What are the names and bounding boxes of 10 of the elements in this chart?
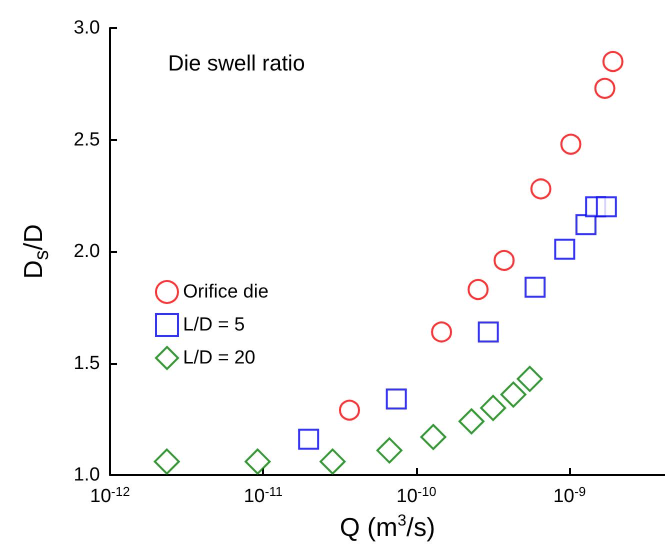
y-tick-label: 2.5 (74, 129, 100, 150)
y-axis-title: Ds/D (18, 224, 53, 279)
legend-label: L/D = 20 (183, 348, 256, 368)
y-tick-label: 2.0 (74, 241, 100, 262)
y-tick-label: 1.5 (74, 352, 100, 374)
legend-label: L/D = 5 (183, 314, 245, 336)
y-tick-label: 3.0 (74, 18, 100, 38)
legend-label: Orifice die (183, 282, 269, 302)
y-tick-label: 1.0 (74, 464, 100, 486)
annotation: Die swell ratio (168, 50, 305, 76)
